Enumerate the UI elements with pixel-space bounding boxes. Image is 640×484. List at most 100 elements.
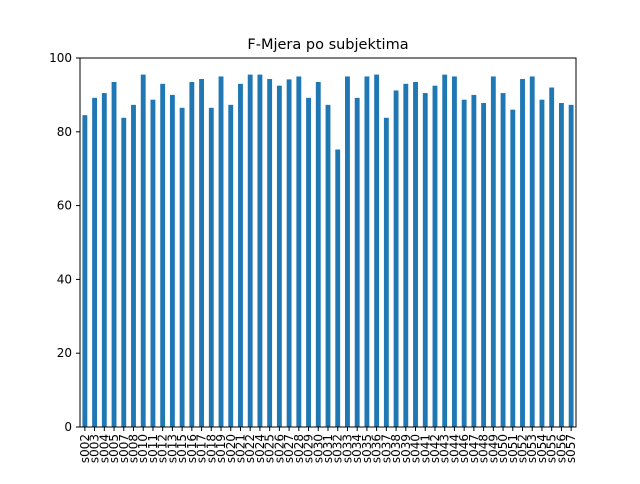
bar-series [82,74,574,428]
x-tick-label: s017 [195,434,209,463]
x-tick-label: s024 [253,434,267,463]
x-tick-label: s038 [389,434,403,463]
x-tick-label: s041 [418,434,432,463]
bar-s022 [247,74,253,428]
bar-s029 [306,97,311,427]
x-tick-label: s044 [447,434,461,463]
x-tick-label: s053 [525,434,539,463]
x-tick-label: s051 [506,434,520,463]
x-tick-label: s043 [438,434,452,463]
x-tick-label: s054 [535,434,549,463]
x-tick-label: s055 [545,434,559,463]
bar-s048 [481,103,487,428]
bar-s004 [101,93,107,427]
bar-s015 [179,107,185,427]
x-tick-label: s042 [428,434,442,463]
x-tick-label: s056 [554,434,568,463]
bar-s010 [140,74,146,428]
bar-s043 [442,74,448,428]
bar-s003 [92,97,98,427]
bar-s034 [354,97,360,427]
bar-s031 [325,104,331,428]
bar-s025 [267,79,273,427]
x-tick-label: s016 [185,434,199,463]
bar-s021 [238,83,243,427]
bar-s018 [208,107,214,427]
y-tick-label: 100 [49,51,72,65]
x-tick-label: s052 [516,434,530,463]
bar-s002 [82,115,88,427]
x-tick-label: s020 [224,434,238,463]
bar-s019 [218,76,224,427]
bar-s032 [335,149,341,427]
x-tick-label: s027 [282,434,296,463]
bar-s028 [296,76,302,427]
x-tick-label: s048 [477,434,491,463]
bar-s037 [383,117,389,427]
bar-s041 [422,93,428,427]
x-tick-label: s007 [117,434,131,463]
bar-s054 [539,99,545,427]
x-tick-label: s010 [136,434,150,463]
x-tick-label: s040 [409,434,423,463]
x-tick-label: s031 [321,434,335,463]
bar-s051 [510,109,516,427]
bar-s053 [529,76,535,427]
plot-frame [79,57,577,428]
bar-s056 [558,103,564,428]
bar-s005 [111,81,117,427]
x-tick-label: s008 [126,434,140,463]
x-tick-label: s025 [263,434,277,463]
x-tick-label: s032 [331,434,345,463]
x-tick-label: s029 [302,434,316,463]
bar-s026 [276,85,282,428]
x-tick-label: s046 [457,434,471,463]
x-tick-label: s037 [379,434,393,463]
x-tick-label: s012 [156,434,170,463]
x-tick-label: s018 [204,434,218,463]
bar-s008 [131,104,136,428]
bar-s027 [286,79,292,428]
bar-s038 [393,90,399,427]
y-tick-label: 20 [57,346,72,360]
bar-s040 [413,81,418,427]
bar-s011 [150,99,156,427]
x-tick-label: s004 [97,434,111,463]
bar-s039 [403,83,409,427]
bar-s055 [549,87,555,428]
bar-s046 [461,99,467,427]
x-axis: s002s003s004s005s007s008s010s011s012s013… [78,427,578,463]
bar-s044 [452,76,457,427]
x-tick-label: s039 [399,434,413,463]
x-tick-label: s036 [370,434,384,463]
x-tick-label: s022 [243,434,257,463]
bar-s057 [568,104,574,428]
bar-s050 [500,93,506,427]
x-tick-label: s034 [350,434,364,463]
x-tick-label: s049 [486,434,500,463]
bar-s047 [471,94,477,428]
chart-title: F-Mjera po subjektima [247,37,408,53]
bar-s012 [160,83,166,427]
y-tick-label: 60 [57,199,72,213]
x-tick-label: s015 [175,434,189,463]
x-tick-label: s019 [214,434,228,463]
bar-s024 [257,74,263,428]
x-tick-label: s035 [360,434,374,463]
x-tick-label: s028 [292,434,306,463]
bar-s033 [345,76,350,427]
x-tick-label: s002 [78,434,92,463]
bar-s042 [432,85,438,428]
bar-s016 [189,81,195,427]
x-tick-label: s005 [107,434,121,463]
x-tick-label: s057 [564,434,578,463]
bar-s013 [169,94,175,428]
x-tick-label: s033 [340,434,354,463]
x-tick-label: s030 [311,434,325,463]
x-tick-label: s011 [146,434,160,463]
x-tick-label: s026 [272,434,286,463]
y-axis: 0 20 40 60 80 100 [49,51,80,434]
bar-s035 [364,76,370,427]
bar-s036 [374,74,380,428]
